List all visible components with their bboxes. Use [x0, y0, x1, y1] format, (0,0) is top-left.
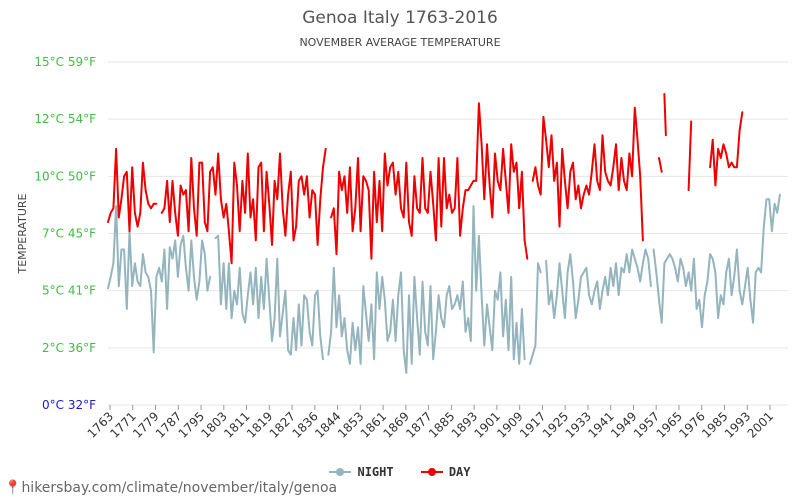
night-series-line	[107, 205, 212, 354]
day-series-line	[160, 147, 327, 265]
y-tick-label: 0°C 32°F	[42, 398, 96, 412]
night-series-line	[214, 234, 324, 361]
night-series-line	[529, 262, 542, 365]
legend-item-night[interactable]: NIGHT	[329, 465, 394, 479]
y-tick-label: 12°C 54°F	[34, 112, 96, 126]
day-series-line	[531, 106, 644, 242]
watermark-text: hikersbay.com/climate/november/italy/gen…	[21, 480, 338, 496]
y-tick-label: 10°C 50°F	[34, 169, 96, 183]
night-series-line	[327, 205, 526, 374]
y-axis-title: TEMPERATURE	[16, 193, 29, 274]
day-legend-marker	[420, 468, 443, 476]
day-series-line	[687, 120, 693, 192]
night-series-line	[652, 193, 781, 329]
chart-title: Genoa Italy 1763-2016	[302, 8, 498, 28]
night-legend-marker	[329, 468, 352, 476]
watermark-link[interactable]: 📍hikersbay.com/climate/november/italy/ge…	[4, 480, 337, 496]
location-pin-icon: 📍	[4, 480, 22, 496]
y-tick-label: 7°C 45°F	[42, 227, 96, 241]
legend: NIGHT DAY	[0, 462, 800, 479]
x-tick-label: 2001	[745, 409, 776, 440]
y-tick-label: 15°C 59°F	[34, 55, 96, 69]
legend-label-day: DAY	[448, 465, 471, 479]
y-tick-label: 5°C 41°F	[42, 284, 96, 298]
day-series-line	[330, 102, 529, 260]
day-series-line	[709, 111, 744, 187]
night-series-line	[545, 248, 652, 320]
day-series-line	[663, 93, 667, 137]
legend-label-night: NIGHT	[357, 465, 394, 479]
legend-item-day[interactable]: DAY	[420, 465, 471, 479]
chart-subtitle: NOVEMBER AVERAGE TEMPERATURE	[299, 36, 501, 49]
day-series-line	[107, 147, 158, 233]
y-tick-label: 2°C 36°F	[42, 341, 96, 355]
day-series-line	[658, 157, 663, 173]
